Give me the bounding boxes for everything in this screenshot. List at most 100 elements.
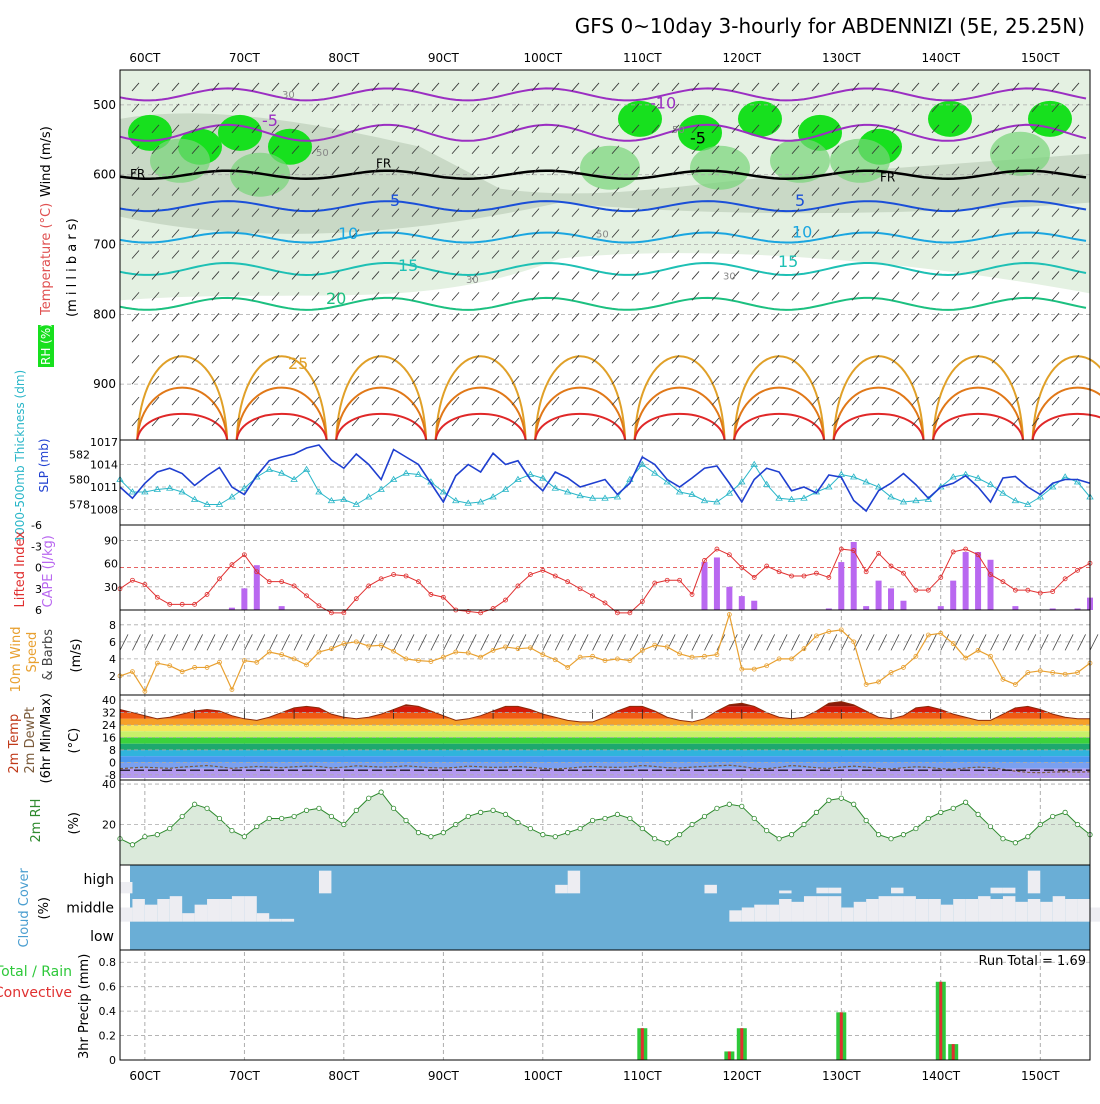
temp-tick-label: 24 bbox=[102, 719, 116, 732]
wind-barb bbox=[251, 166, 260, 175]
wind-barb bbox=[951, 145, 960, 155]
wind-barb-10m bbox=[467, 634, 477, 651]
wind-barb bbox=[471, 166, 480, 175]
diurnal-temp-contour bbox=[932, 412, 1025, 441]
cloud-high-bar bbox=[555, 884, 568, 894]
wind-barb bbox=[631, 103, 640, 113]
rh-point bbox=[664, 840, 670, 846]
wind-barb bbox=[511, 292, 520, 301]
wind-barb bbox=[551, 334, 560, 343]
temp-band bbox=[120, 737, 1090, 744]
wind-speed-point bbox=[378, 642, 384, 648]
wind-barb bbox=[991, 417, 1000, 427]
wind-barb bbox=[771, 375, 780, 385]
wind-barb bbox=[611, 124, 620, 134]
wind-barb bbox=[771, 145, 780, 155]
wind-barb bbox=[391, 82, 400, 92]
wind-barb bbox=[831, 375, 840, 385]
wind-barb bbox=[771, 313, 780, 322]
wind-barb-10m bbox=[306, 634, 315, 651]
wind-barb bbox=[1011, 250, 1020, 259]
wind-barb bbox=[511, 82, 520, 92]
wind-barb bbox=[1011, 187, 1020, 196]
wind-barb bbox=[1051, 417, 1060, 427]
x-tick-label-top: 140CT bbox=[921, 51, 960, 65]
wind-barb bbox=[311, 103, 320, 113]
temperature-contour bbox=[119, 261, 1087, 277]
wind-barb bbox=[791, 124, 800, 134]
wind-barb bbox=[371, 145, 380, 155]
wind-barb-10m bbox=[393, 634, 402, 651]
wind-speed-point bbox=[938, 630, 944, 636]
rh-point bbox=[378, 789, 384, 795]
x-tick-label-bottom: 80CT bbox=[328, 1069, 360, 1083]
thickness-point bbox=[738, 478, 746, 485]
wind-barb bbox=[791, 229, 800, 238]
wind-barb bbox=[891, 334, 900, 343]
thickness-point bbox=[389, 475, 398, 482]
rh-point bbox=[167, 825, 173, 832]
x-tick-label-bottom: 150CT bbox=[1021, 1069, 1060, 1083]
wind-tick-label: 2 bbox=[109, 670, 116, 683]
wind-barb bbox=[551, 375, 560, 385]
wind-axis-label-b: Speed bbox=[25, 632, 40, 673]
wind-barb bbox=[671, 166, 680, 175]
wind-speed-point bbox=[913, 653, 919, 659]
wind-barb bbox=[591, 82, 600, 92]
wind-barb bbox=[311, 313, 320, 322]
wind-tick-label: 8 bbox=[109, 619, 116, 632]
wind-barb bbox=[891, 229, 900, 238]
diurnal-temp-contour bbox=[633, 412, 726, 441]
wind-speed-series bbox=[119, 612, 1091, 693]
wind-barb bbox=[1071, 166, 1080, 175]
wind-barb bbox=[691, 292, 700, 301]
wind-barb bbox=[891, 313, 900, 322]
wind-barb bbox=[171, 124, 180, 134]
wind-speed-point bbox=[988, 653, 993, 659]
wind-barb bbox=[551, 271, 560, 280]
thickness-point bbox=[178, 488, 186, 495]
wind-barb bbox=[531, 124, 540, 134]
wind-barb bbox=[271, 375, 280, 385]
wind-barb bbox=[291, 354, 300, 364]
rh-tick-label: 40 bbox=[102, 778, 116, 791]
wind-speed-point bbox=[789, 656, 794, 662]
wind-barb bbox=[471, 271, 480, 280]
wind-barb bbox=[731, 313, 740, 322]
wind-barb bbox=[971, 103, 980, 113]
wind-barb bbox=[931, 145, 940, 155]
wind-barb bbox=[931, 354, 940, 364]
wind-barb bbox=[951, 229, 960, 238]
diurnal-temp-contour bbox=[633, 355, 726, 441]
temp-tick-label: 8 bbox=[109, 744, 116, 757]
li-point bbox=[403, 573, 409, 579]
wind-barb bbox=[771, 250, 780, 259]
wind-barb bbox=[1011, 124, 1020, 134]
wind-barb bbox=[531, 417, 540, 427]
wind-barb bbox=[791, 354, 800, 364]
rh-point bbox=[627, 815, 633, 822]
rh-point bbox=[776, 836, 782, 842]
li-point bbox=[876, 550, 881, 556]
wind-barb bbox=[171, 229, 180, 238]
thickness-point bbox=[464, 499, 472, 506]
cloud-middle-bar bbox=[1015, 901, 1028, 922]
wind-barb bbox=[611, 145, 620, 155]
wind-barb bbox=[931, 271, 940, 280]
pressure-tick-label: 600 bbox=[93, 168, 116, 182]
wind-barb bbox=[691, 208, 700, 217]
diurnal-temp-contour bbox=[335, 412, 428, 441]
wind-barb bbox=[751, 271, 760, 280]
wind-barb bbox=[311, 145, 320, 155]
thickness-point bbox=[675, 488, 684, 495]
wind-barb bbox=[691, 417, 700, 427]
wind-barb-10m bbox=[231, 634, 241, 651]
wind-barb-10m bbox=[405, 634, 415, 651]
wind-barb bbox=[911, 396, 920, 406]
wind-speed-point bbox=[142, 688, 148, 694]
wind-barb bbox=[571, 145, 580, 155]
wind-barb bbox=[191, 396, 200, 406]
wind-speed-point bbox=[403, 656, 409, 662]
wind-barb bbox=[511, 334, 520, 343]
wind-barb bbox=[871, 229, 880, 238]
